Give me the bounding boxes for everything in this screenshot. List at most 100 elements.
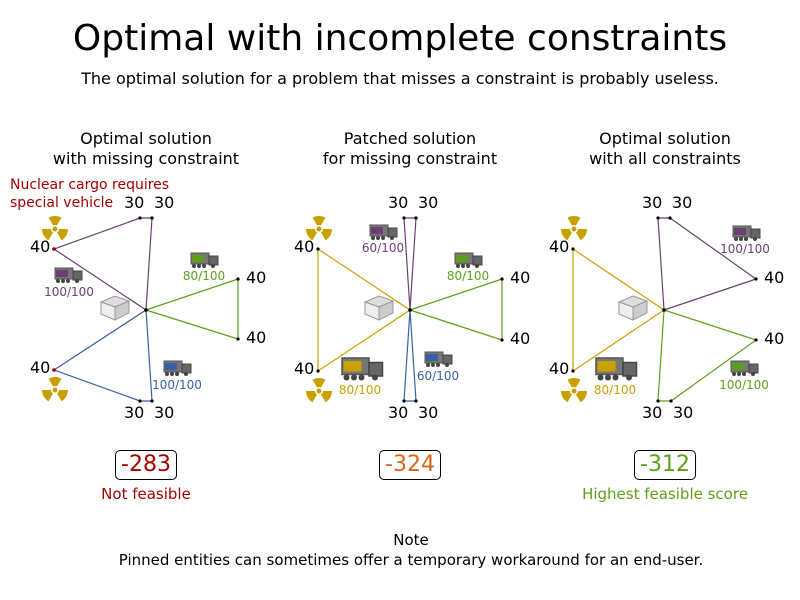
nuclear-center	[52, 387, 58, 393]
panel-2-route-yellow	[317, 247, 411, 373]
panel-1-demand-bottom: 30	[124, 403, 145, 422]
truck-wheel	[431, 363, 435, 367]
truck-wheel	[445, 363, 449, 367]
panel-1-vehicle-load: 100/100	[44, 285, 94, 299]
truck-load	[56, 270, 68, 277]
nuclear-blade	[312, 378, 326, 388]
truck-load	[732, 363, 744, 370]
truck-wheel	[475, 264, 479, 268]
panel-2-demand-top: 30	[388, 193, 409, 212]
panel-1-route-green	[145, 278, 239, 340]
nuclear-node	[52, 368, 56, 372]
truck-cab	[208, 255, 219, 266]
truck-cab	[387, 227, 398, 238]
customer-node	[668, 216, 672, 220]
panel-1-demand-right: 40	[246, 328, 267, 347]
customer-node	[669, 399, 673, 403]
panel-3-vehicle-load: 100/100	[720, 242, 770, 256]
customer-node	[150, 216, 154, 220]
nuclear-blade	[567, 378, 581, 388]
truck-wheel	[66, 279, 70, 283]
truck-cab	[72, 270, 83, 281]
panel-3-title: Optimal solution with all constraints	[589, 129, 741, 169]
customer-node	[236, 337, 240, 341]
truck-load	[192, 255, 204, 262]
nuclear-blade	[576, 391, 587, 403]
nuclear-annotation: Nuclear cargo requires special vehicle	[10, 177, 170, 211]
truck-load	[734, 228, 746, 235]
panel-2-title: Patched solution for missing constraint	[323, 129, 497, 169]
customer-node	[571, 247, 575, 251]
panel-3-demand-top: 30	[672, 193, 693, 212]
wall	[114, 300, 130, 321]
truck-wheel	[197, 264, 201, 268]
panel-2-demand-bottom: 30	[418, 403, 439, 422]
truck-cab	[181, 363, 192, 374]
nuclear-blade	[321, 229, 332, 241]
truck-wheel	[184, 372, 188, 376]
customer-node	[500, 277, 504, 281]
panel-3-truck-icon	[730, 360, 759, 376]
nuclear-blade	[48, 216, 62, 226]
panel-1-score: -283	[115, 450, 177, 480]
panel-2-score: -324	[379, 450, 441, 480]
truck-wheel	[371, 236, 375, 240]
truck-wheel	[753, 237, 757, 241]
truck-wheel	[381, 236, 385, 240]
truck-wheel	[372, 374, 378, 381]
truck-wheel	[744, 237, 748, 241]
nuclear-node	[52, 247, 56, 251]
panel-1-demand-top: 30	[124, 193, 145, 212]
panel-1-demand-left: 40	[30, 237, 51, 256]
truck-wheel	[426, 363, 430, 367]
customer-node	[500, 338, 504, 342]
truck-wheel	[175, 372, 179, 376]
truck-wheel	[737, 372, 741, 376]
customer-node	[138, 216, 142, 220]
panel-1-truck-icon	[54, 267, 83, 283]
nuclear-blade	[57, 390, 68, 402]
panel-3-truck-icon	[732, 225, 761, 241]
panel-3-vehicle-load: 80/100	[593, 383, 637, 397]
truck-cab	[368, 361, 384, 377]
panel-3-title-line2: with all constraints	[589, 149, 741, 168]
customer-node	[571, 369, 575, 373]
panel-2-title-line2: for missing constraint	[322, 149, 498, 168]
panel-1-demand-right: 40	[246, 268, 267, 287]
panel-2-route-green	[409, 278, 503, 341]
panel-2-truck-icon	[341, 357, 384, 381]
truck-load	[456, 255, 468, 262]
nuclear-icon	[42, 377, 68, 402]
panel-3-depot-icon	[617, 295, 649, 321]
panel-3-score: -312	[634, 450, 696, 480]
panel-2-depot-icon	[363, 295, 395, 321]
truck-cab	[750, 228, 761, 239]
truck-cab	[748, 363, 759, 374]
note-text: Pinned entities can sometimes offer a te…	[118, 551, 704, 569]
truck-wheel	[358, 374, 365, 381]
panel-3-vehicle-load: 100/100	[719, 378, 769, 392]
truck-wheel	[605, 374, 611, 381]
truck-wheel	[61, 279, 65, 283]
panel-3-status: Highest feasible score	[582, 485, 748, 503]
panel-1-route-blue	[52, 309, 153, 402]
panel-2-demand-top: 30	[418, 193, 439, 212]
panel-1-title-line1: Optimal solution	[80, 129, 212, 148]
nuclear-blade	[312, 216, 326, 226]
panel-1-status: Not feasible	[101, 485, 191, 503]
truck-wheel	[461, 264, 465, 268]
nuclear-blade	[561, 229, 572, 241]
panel-1-title-line2: with missing constraint	[52, 149, 240, 168]
nuclear-center	[571, 388, 577, 394]
truck-wheel	[165, 372, 169, 376]
nuclear-center	[52, 226, 58, 232]
panel-2-demand-right: 40	[510, 268, 531, 287]
panel-1-vehicle-load: 100/100	[152, 378, 202, 392]
panel-2-demand-left: 40	[294, 237, 315, 256]
customer-node	[754, 338, 758, 342]
panel-1-truck-icon	[190, 252, 219, 268]
panel-2-truck-icon	[454, 252, 483, 268]
nuclear-blade	[306, 391, 317, 403]
nuclear-blade	[306, 229, 317, 241]
truck-wheel	[170, 372, 174, 376]
